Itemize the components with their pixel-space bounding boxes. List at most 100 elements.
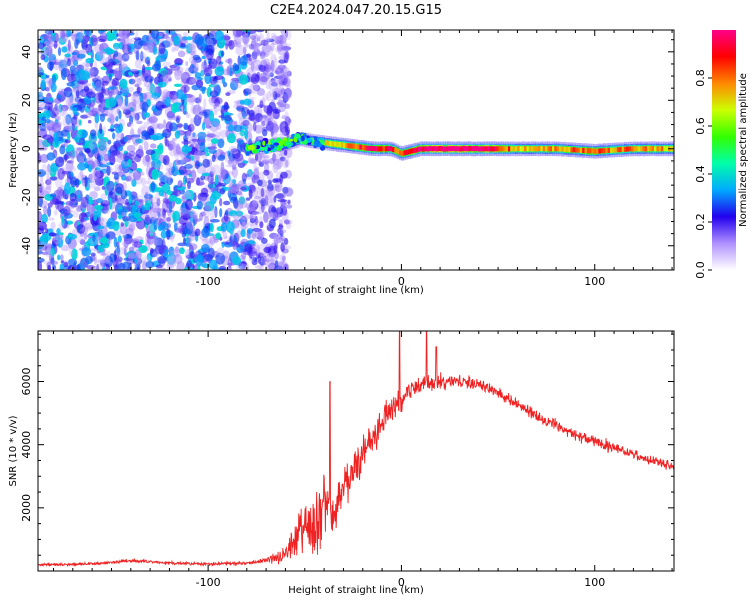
- speckle-cell: [228, 124, 234, 132]
- speckle-cell: [210, 138, 219, 145]
- ridge-cell: [633, 146, 636, 152]
- speckle-cell: [164, 96, 171, 107]
- speckle-cell: [143, 81, 152, 88]
- ridge-cell: [456, 146, 460, 152]
- speckle-cell: [270, 82, 278, 87]
- speckle-cell: [237, 139, 245, 145]
- speckle-cell: [143, 112, 151, 118]
- speckle-cell: [81, 39, 87, 50]
- speckle-cell: [103, 88, 110, 96]
- speckle-cell: [127, 159, 132, 168]
- speckle-cell: [253, 55, 258, 63]
- speckle-cell: [174, 149, 180, 160]
- speckle-cell: [162, 74, 172, 83]
- speckle-cell: [51, 110, 55, 118]
- speckle-cell: [263, 70, 269, 77]
- ridge-cell: [568, 147, 571, 153]
- speckle-cell: [175, 143, 181, 155]
- speckle-cell: [174, 246, 180, 254]
- speckle-cell: [81, 226, 89, 235]
- speckle-cell: [199, 141, 206, 152]
- ridge-cell: [431, 146, 434, 152]
- speckle-cell: [145, 260, 155, 269]
- speckle-cell: [281, 156, 290, 169]
- speckle-cell: [122, 232, 127, 239]
- speckle-cell: [268, 218, 276, 229]
- speckle-cell: [262, 129, 268, 137]
- speckle-cell: [136, 120, 143, 125]
- speckle-cell: [147, 125, 155, 136]
- speckle-cell: [126, 252, 137, 260]
- speckle-cell: [209, 222, 214, 233]
- speckle-cell: [241, 250, 247, 260]
- speckle-cell: [106, 165, 111, 176]
- ridge-cell: [382, 146, 386, 152]
- ridge-cell: [396, 149, 400, 155]
- speckle-cell: [252, 228, 262, 232]
- speckle-cell: [121, 53, 130, 62]
- speckle-cell: [205, 125, 212, 129]
- speckle-cell: [278, 151, 285, 157]
- speckle-cell: [199, 195, 203, 201]
- speckle-cell: [67, 165, 77, 172]
- speckle-cell: [39, 153, 49, 163]
- ridge-cell: [417, 146, 420, 152]
- speckle-cell: [128, 195, 132, 205]
- ridge-cell: [359, 144, 362, 150]
- speckle-cell: [136, 87, 143, 93]
- speckle-cell: [41, 49, 49, 55]
- colorbar-ticks: 0.0 0.2 0.4 0.6 0.8: [694, 69, 712, 279]
- speckle-cell: [38, 132, 42, 137]
- speckle-cell: [60, 68, 67, 81]
- speckle-cell: [123, 247, 127, 256]
- speckle-cell: [214, 151, 220, 158]
- speckle-cell: [245, 170, 253, 180]
- speckle-cell: [69, 150, 78, 159]
- speckle-cell: [284, 111, 289, 123]
- speckle-cell: [140, 51, 144, 62]
- speckle-cell: [245, 197, 251, 201]
- speckle-cell: [248, 43, 255, 50]
- speckle-cell: [144, 58, 149, 64]
- ridge-cell: [656, 146, 659, 152]
- speckle-cell: [263, 53, 269, 57]
- speckle-cell: [157, 255, 168, 264]
- speckle-cell: [181, 144, 190, 155]
- speckle-cell: [57, 254, 61, 261]
- speckle-cell: [277, 133, 285, 138]
- ridge-blob: [248, 144, 255, 151]
- speckle-cell: [263, 155, 270, 166]
- speckle-cell: [53, 210, 58, 216]
- spectrogram-x-tick-label: 100: [584, 275, 605, 288]
- speckle-cell: [189, 243, 198, 251]
- speckle-cell: [48, 136, 54, 146]
- ridge-cell: [480, 146, 483, 152]
- speckle-cell: [141, 101, 149, 112]
- ridge-cell: [556, 146, 560, 152]
- speckle-cell: [67, 96, 74, 107]
- speckle-cell: [285, 146, 293, 159]
- speckle-cell: [98, 104, 102, 112]
- speckle-cell: [274, 80, 282, 84]
- speckle-cell: [45, 179, 52, 186]
- speckle-cell: [213, 265, 219, 270]
- speckle-cell: [250, 30, 256, 37]
- ridge-cell: [487, 146, 490, 152]
- speckle-cell: [270, 74, 274, 78]
- speckle-cell: [278, 59, 286, 64]
- speckle-cell: [205, 38, 214, 46]
- ridge-cell: [538, 146, 541, 152]
- speckle-cell: [162, 91, 171, 97]
- speckle-cell: [223, 200, 231, 206]
- speckle-cell: [71, 248, 78, 260]
- speckle-cell: [169, 91, 176, 96]
- speckle-cell: [124, 37, 133, 44]
- speckle-cell: [92, 170, 101, 179]
- speckle-cell: [268, 212, 274, 218]
- speckle-cell: [149, 41, 153, 53]
- speckle-cell: [141, 185, 151, 197]
- speckle-cell: [120, 210, 125, 216]
- speckle-cell: [274, 210, 279, 218]
- ridge-cell: [361, 145, 365, 151]
- speckle-cell: [55, 105, 66, 117]
